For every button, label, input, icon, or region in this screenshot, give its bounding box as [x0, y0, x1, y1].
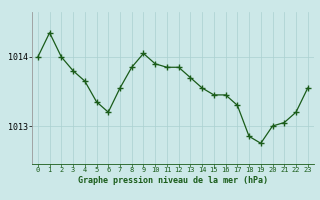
X-axis label: Graphe pression niveau de la mer (hPa): Graphe pression niveau de la mer (hPa) [78, 176, 268, 185]
